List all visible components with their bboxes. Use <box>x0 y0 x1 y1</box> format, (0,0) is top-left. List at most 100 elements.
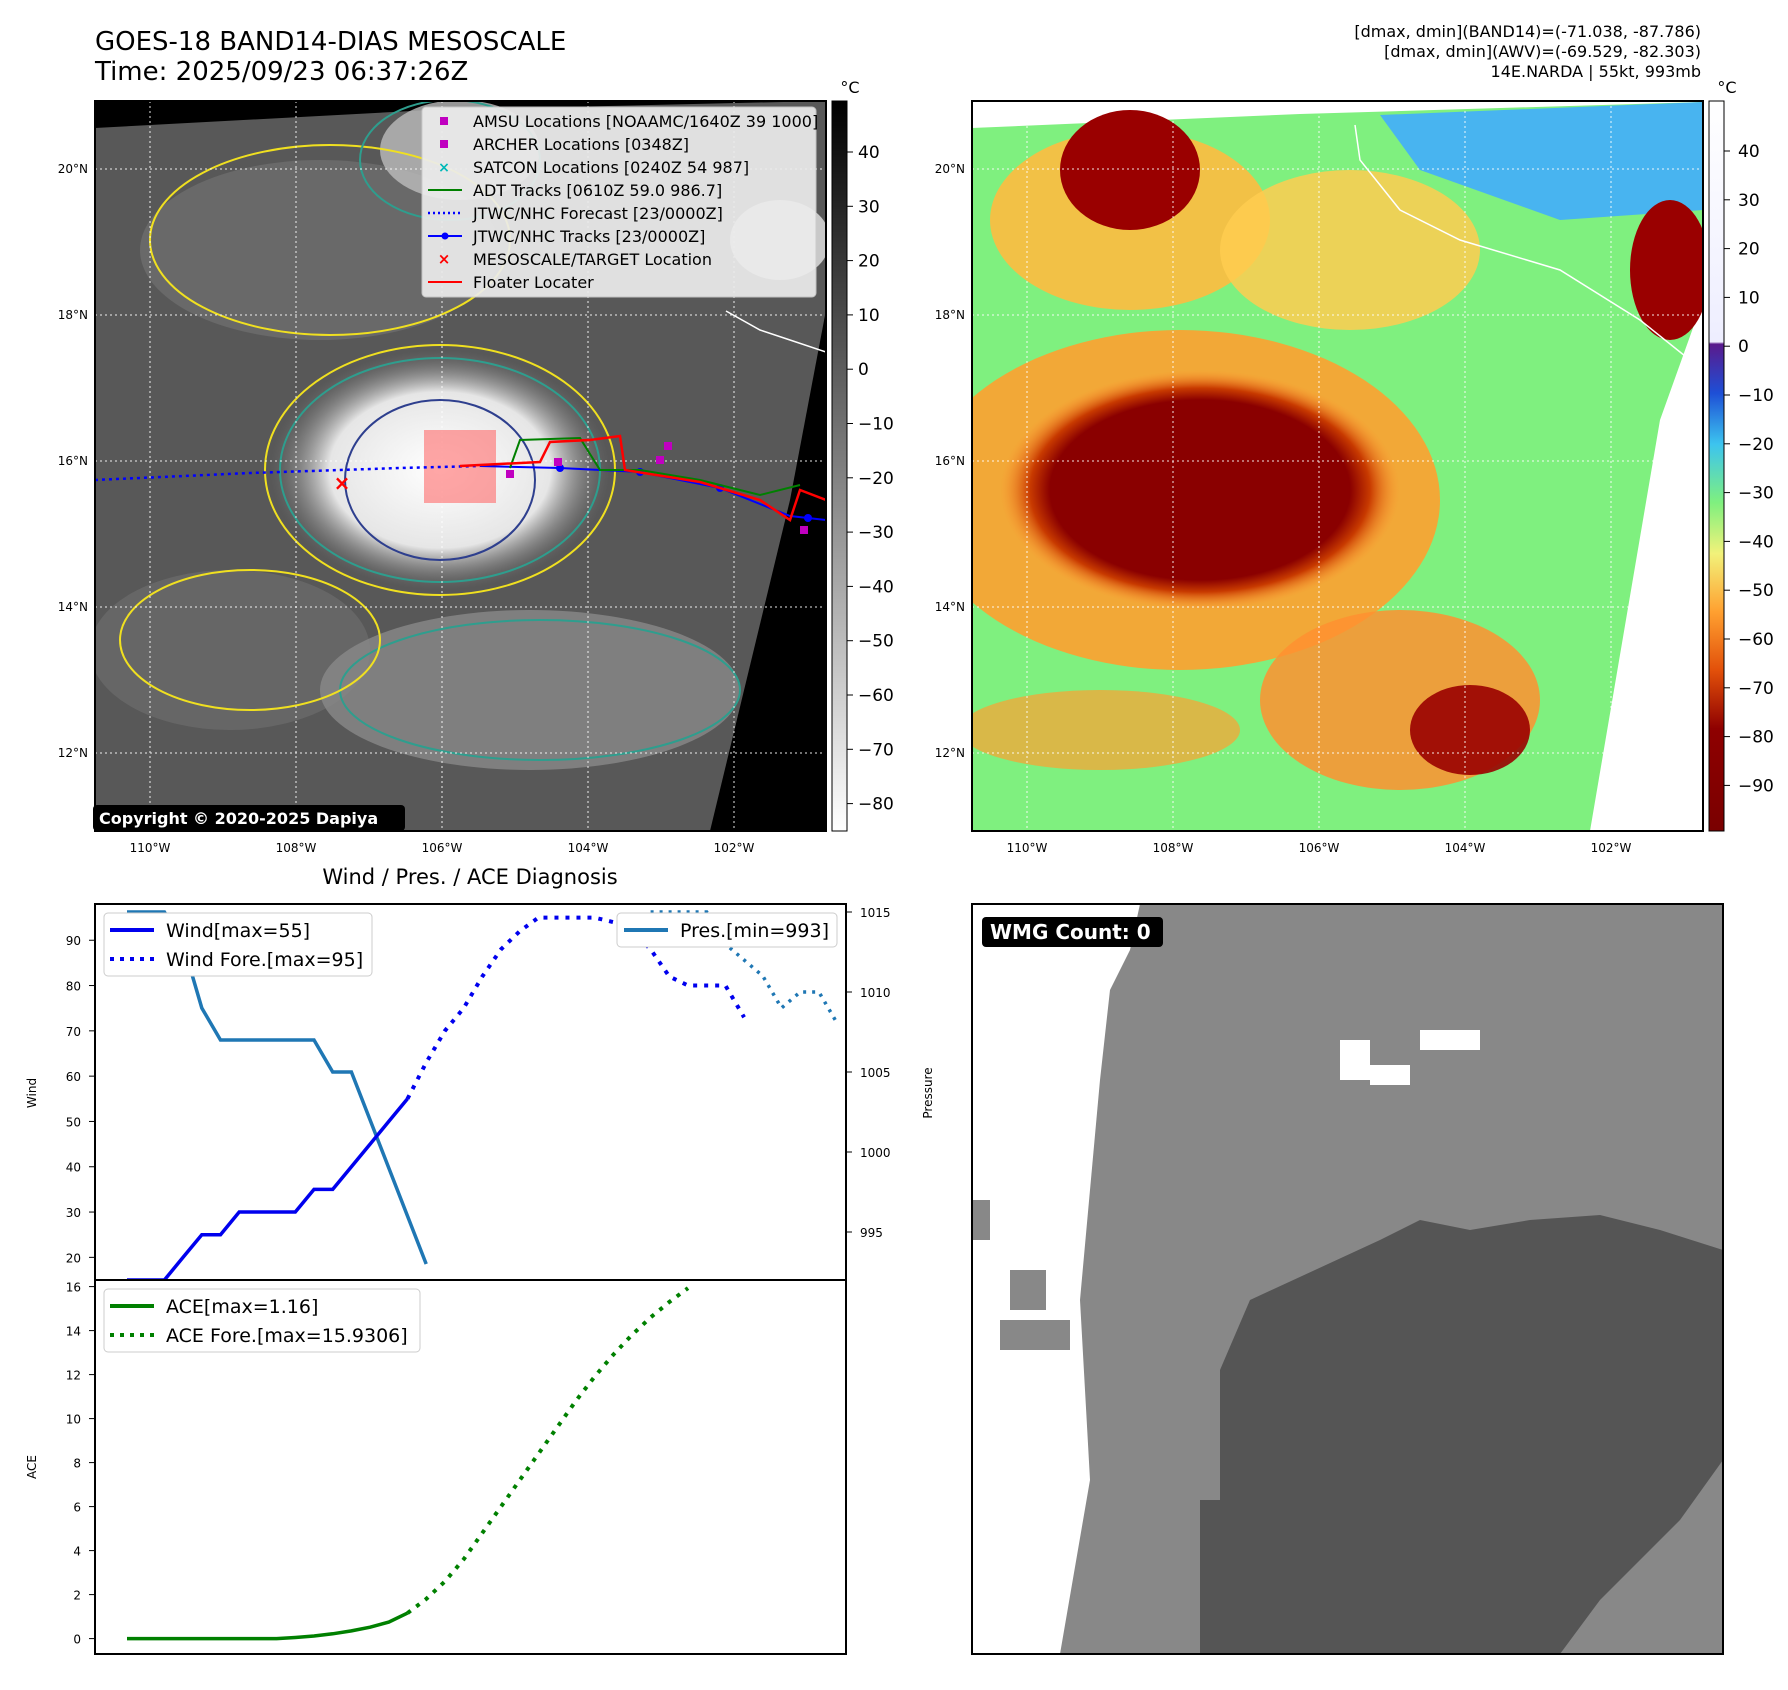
legend-label: AMSU Locations [NOAAMC/1640Z 39 1000] <box>473 112 818 131</box>
ace-legend: ACE[max=1.16] ACE Fore.[max=15.9306] <box>103 1288 421 1353</box>
pressure-tick-label: 1010 <box>860 986 891 1000</box>
colorbar-tick-label: −30 <box>1738 484 1774 504</box>
colorbar-tick-label: −50 <box>1738 581 1774 601</box>
colorbar-tick-label: −20 <box>858 469 894 489</box>
ace-tick-label: 0 <box>73 1633 81 1647</box>
colorbar-tick-label: −80 <box>858 795 894 815</box>
ace-tick-label: 8 <box>73 1457 81 1471</box>
wind-tick-label: 90 <box>66 934 81 948</box>
legend-label: ACE Fore.[max=15.9306] <box>166 1325 408 1347</box>
colorbar-tick-label: 20 <box>1738 240 1760 260</box>
wind-tick-label: 20 <box>66 1251 81 1265</box>
wind-tick-label: 50 <box>66 1115 81 1129</box>
legend-label: SATCON Locations [0240Z 54 987] <box>473 158 749 177</box>
lat-label: 20°N <box>58 162 88 176</box>
lon-label: 106°W <box>1299 841 1340 855</box>
pressure-forecast-line <box>650 910 840 1025</box>
wind-tick-label: 30 <box>66 1206 81 1220</box>
colorbar-tick-label: −10 <box>1738 386 1774 406</box>
wmg-panel <box>972 904 1723 1654</box>
lat-label: 14°N <box>58 600 88 614</box>
pressure-legend: Pres.[min=993] <box>616 912 838 948</box>
colorbar-tick-label: −40 <box>858 577 894 597</box>
colorbar-tick-label: −60 <box>1738 630 1774 650</box>
pressure-tick-label: 1000 <box>860 1146 891 1160</box>
lat-label: 14°N <box>935 600 965 614</box>
legend-label: JTWC/NHC Forecast [23/0000Z] <box>472 204 723 223</box>
ace-tick-label: 10 <box>66 1413 81 1427</box>
ace-tick-label: 12 <box>66 1369 81 1383</box>
wind-legend: Wind[max=55] Wind Fore.[max=95] <box>103 912 373 977</box>
ace-line <box>127 1611 409 1641</box>
lat-label: 18°N <box>935 308 965 322</box>
legend-label: JTWC/NHC Tracks [23/0000Z] <box>472 227 705 246</box>
legend-label: Wind Fore.[max=95] <box>166 949 363 971</box>
colorbar-tick-label: −70 <box>858 740 894 760</box>
colorbar-tick-label: 30 <box>1738 191 1760 211</box>
wind-line <box>127 1097 409 1282</box>
lon-label: 108°W <box>276 841 317 855</box>
svg-text:×: × <box>438 160 450 176</box>
pressure-axis-label: Pressure <box>921 1067 935 1118</box>
legend-label: ARCHER Locations [0348Z] <box>473 135 689 154</box>
ir-color-map <box>972 101 1703 831</box>
awv-range-text: [dmax, dmin](AWV)=(-69.529, -82.303) <box>1384 42 1701 61</box>
colorbar-tick-label: −50 <box>858 632 894 652</box>
lat-label: 20°N <box>935 162 965 176</box>
colorbar-tick-label: 20 <box>858 252 880 272</box>
chart-title: GOES-18 BAND14-DIAS MESOSCALE <box>95 27 567 57</box>
gray-colorbar <box>831 100 848 832</box>
lon-label: 110°W <box>1007 841 1048 855</box>
color-colorbar <box>1708 100 1725 832</box>
legend-label: Pres.[min=993] <box>680 920 829 942</box>
svg-text:×: × <box>438 250 451 268</box>
colorbar-tick-label: 10 <box>1738 288 1760 308</box>
lat-label: 18°N <box>58 308 88 322</box>
lat-label: 12°N <box>935 746 965 760</box>
colorbar-tick-label: 40 <box>858 143 880 163</box>
wind-tick-label: 70 <box>66 1025 81 1039</box>
colorbar-tick-label: 30 <box>858 197 880 217</box>
colorbar-tick-label: 40 <box>1738 142 1760 162</box>
pressure-tick-label: 1015 <box>860 906 891 920</box>
diagnosis-title: Wind / Pres. / ACE Diagnosis <box>322 865 617 889</box>
ace-tick-label: 14 <box>66 1325 81 1339</box>
ace-forecast-line <box>406 1286 690 1615</box>
lat-label: 16°N <box>58 454 88 468</box>
wmg-count-label: WMG Count: 0 <box>990 920 1151 944</box>
lon-label: 102°W <box>714 841 755 855</box>
colorbar-tick-label: −60 <box>858 686 894 706</box>
lat-label: 16°N <box>935 454 965 468</box>
lon-label: 104°W <box>1445 841 1486 855</box>
ace-axis-label: ACE <box>25 1455 39 1479</box>
ace-tick-label: 2 <box>73 1589 81 1603</box>
storm-info-text: 14E.NARDA | 55kt, 993mb <box>1490 62 1701 81</box>
colorbar-tick-label: −40 <box>1738 532 1774 552</box>
chart-time: Time: 2025/09/23 06:37:26Z <box>95 57 469 87</box>
lon-label: 106°W <box>422 841 463 855</box>
colorbar-tick-label: 10 <box>858 306 880 326</box>
lon-label: 104°W <box>568 841 609 855</box>
ace-tick-label: 6 <box>73 1501 81 1515</box>
colorbar-unit: °C <box>1717 78 1736 97</box>
lon-label: 110°W <box>130 841 171 855</box>
legend-label: Wind[max=55] <box>166 920 310 942</box>
ace-tick-label: 16 <box>66 1281 81 1295</box>
colorbar-tick-label: −70 <box>1738 679 1774 699</box>
colorbar-tick-label: −80 <box>1738 728 1774 748</box>
wind-tick-label: 40 <box>66 1161 81 1175</box>
legend-label: Floater Locater <box>473 273 594 292</box>
wind-axis-label: Wind <box>25 1078 39 1108</box>
colorbar-tick-label: 0 <box>858 360 869 380</box>
colorbar-tick-label: −30 <box>858 523 894 543</box>
lon-label: 102°W <box>1591 841 1632 855</box>
wind-tick-label: 60 <box>66 1070 81 1084</box>
copyright-label: Copyright © 2020-2025 Dapiya <box>99 809 378 828</box>
colorbar-tick-label: −90 <box>1738 776 1774 796</box>
colorbar-tick-label: −20 <box>1738 435 1774 455</box>
colorbar-unit: °C <box>840 78 859 97</box>
wind-tick-label: 80 <box>66 980 81 994</box>
legend-label: MESOSCALE/TARGET Location <box>473 250 712 269</box>
legend-label: ACE[max=1.16] <box>166 1296 318 1318</box>
svg-text:×: × <box>334 471 351 495</box>
